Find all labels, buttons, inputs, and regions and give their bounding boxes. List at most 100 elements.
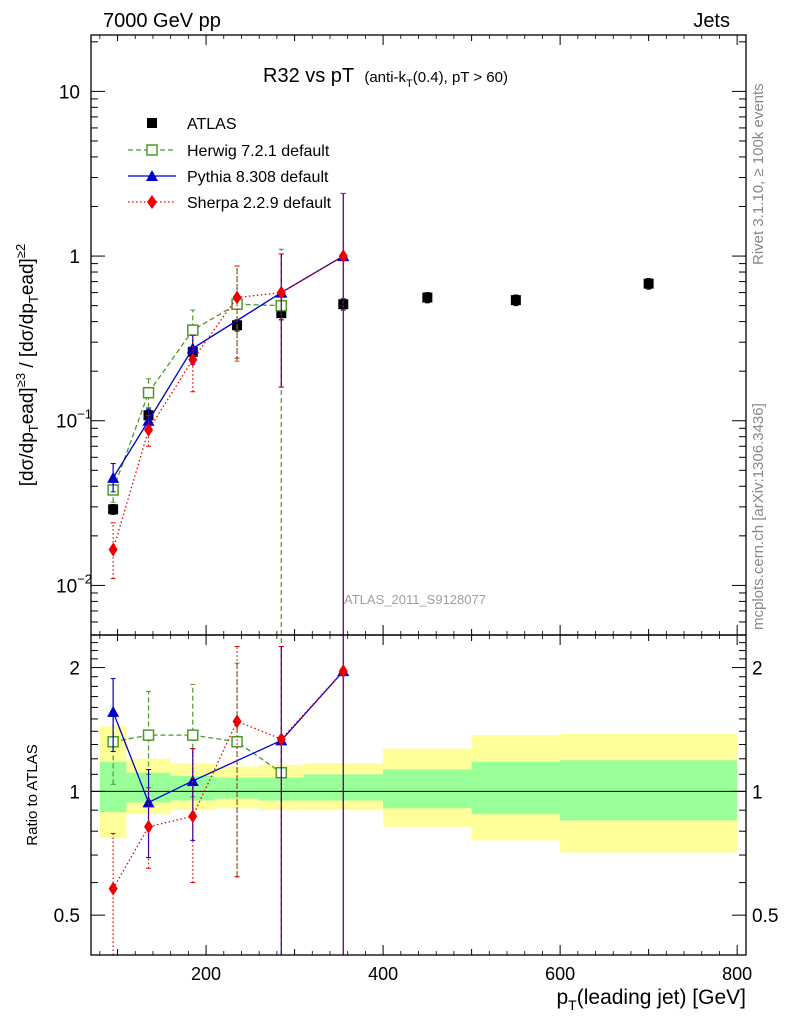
legend-entry-atlas: ATLAS bbox=[147, 116, 237, 133]
watermark: ATLAS_2011_S9128077 bbox=[344, 592, 486, 607]
legend-entry-pythia: Pythia 8.308 default bbox=[128, 169, 329, 186]
ratio-point-pythia-8-308-default-0 bbox=[107, 705, 120, 717]
data-point-pythia-8-308-default-0 bbox=[107, 471, 120, 483]
ratio-point-sherpa-2-2-9-default-4 bbox=[276, 732, 286, 747]
side-text-mcplots: mcplots.cern.ch [arXiv:1306.3436] bbox=[750, 403, 767, 630]
data-point-sherpa-2-2-9-default-2 bbox=[188, 352, 198, 367]
x-label-sub: T bbox=[568, 997, 577, 1013]
y-label-part-5: T bbox=[26, 295, 41, 303]
y-label-part-6: ead] bbox=[17, 258, 38, 295]
ratio-series-layer bbox=[107, 635, 350, 955]
legend-marker-atlas bbox=[147, 118, 157, 128]
ratio-bands bbox=[99, 726, 738, 853]
header-left: 7000 GeV pp bbox=[103, 10, 221, 32]
y-tick-label-exp-3: −2 bbox=[77, 571, 92, 586]
ratio-point-sherpa-2-2-9-default-3 bbox=[232, 714, 242, 729]
y-tick-label-exp-2: −1 bbox=[77, 407, 92, 422]
x-tick-label-200: 200 bbox=[191, 964, 221, 984]
y-label-part-1: T bbox=[26, 424, 41, 432]
x-axis-label: pT(leading jet) [GeV] bbox=[556, 986, 746, 1013]
chart-title-sub: T bbox=[406, 78, 413, 90]
x-tick-label-400: 400 bbox=[368, 964, 398, 984]
data-point-herwig-7-2-1-default-2 bbox=[187, 324, 199, 336]
series-line-sherpa-2-2-9-default bbox=[112, 255, 344, 550]
legend-marker-sherpa bbox=[147, 195, 157, 209]
header-right: Jets bbox=[693, 10, 730, 32]
y-tick-label-1: 1 bbox=[69, 247, 80, 268]
ratio-point-pythia-8-308-default-1 bbox=[142, 796, 155, 808]
plot-frames bbox=[90, 34, 747, 956]
data-point-sherpa-2-2-9-default-0 bbox=[108, 542, 118, 557]
ratio-point-herwig-7-2-1-default-3 bbox=[231, 736, 243, 748]
y-tick-label-base-2: 10 bbox=[56, 412, 77, 433]
data-point-atlas-0 bbox=[108, 504, 119, 515]
ratio-point-sherpa-2-2-9-default-2 bbox=[188, 809, 198, 824]
ratio-point-herwig-7-2-1-default-2 bbox=[187, 729, 199, 741]
ratio-series-sherpa-2-2-9-default bbox=[108, 635, 348, 955]
data-point-sherpa-2-2-9-default-3 bbox=[232, 290, 242, 305]
data-point-atlas-8 bbox=[643, 278, 654, 289]
series-pythia-8-308-default bbox=[107, 192, 350, 635]
data-point-sherpa-2-2-9-default-4 bbox=[276, 285, 286, 300]
data-point-atlas-7 bbox=[510, 295, 521, 306]
ratio-point-herwig-7-2-1-default-1 bbox=[142, 729, 155, 741]
chart-title-rest: (0.4), pT > 60) bbox=[413, 69, 508, 86]
ratio-frame bbox=[90, 634, 747, 956]
y-axis-label: [dσ/dpTead]≥3 / [dσ/dpTead]≥2 bbox=[13, 244, 41, 486]
y-tick-label-2: 10−1 bbox=[56, 407, 92, 433]
legend-entry-sherpa: Sherpa 2.2.9 default bbox=[128, 195, 332, 212]
ratio-band-green-7 bbox=[471, 761, 561, 815]
ratio-y-tick-label-left-0: 0.5 bbox=[54, 906, 80, 927]
data-point-atlas-6 bbox=[422, 292, 433, 303]
series-sherpa-2-2-9-default bbox=[108, 192, 348, 635]
y-label-part-7: ≥2 bbox=[13, 244, 28, 258]
ratio-band-green-8 bbox=[560, 760, 738, 821]
ratio-point-sherpa-2-2-9-default-5 bbox=[338, 664, 348, 679]
series-atlas bbox=[108, 278, 654, 515]
x-label-rest: (leading jet) [GeV] bbox=[577, 986, 746, 1009]
y-tick-label-base-3: 10 bbox=[56, 576, 77, 597]
y-label-part-0: [dσ/dp bbox=[17, 432, 38, 486]
ratio-y-tick-label-left-1: 1 bbox=[69, 782, 80, 803]
data-point-sherpa-2-2-9-default-1 bbox=[144, 422, 154, 437]
ratio-band-green-6 bbox=[383, 769, 472, 809]
y-tick-label-3: 10−2 bbox=[56, 571, 92, 597]
ratio-y-label: Ratio to ATLAS bbox=[24, 744, 41, 845]
x-label-main: p bbox=[556, 986, 568, 1009]
ratio-point-sherpa-2-2-9-default-0 bbox=[108, 881, 118, 896]
legend-label-atlas: ATLAS bbox=[187, 116, 237, 133]
y-label-part-4: / [dσ/dp bbox=[17, 303, 38, 373]
series-line-pythia-8-308-default bbox=[112, 255, 344, 479]
side-text-rivet: Rivet 3.1.10, ≥ 100k events bbox=[750, 83, 767, 265]
ratio-y-tick-label-left-2: 2 bbox=[69, 659, 80, 680]
y-label-part-2: ead] bbox=[17, 387, 38, 424]
data-point-pythia-8-308-default-2 bbox=[186, 342, 199, 354]
legend: ATLAS Herwig 7.2.1 default Pythia 8.308 … bbox=[128, 116, 332, 212]
ratio-point-sherpa-2-2-9-default-1 bbox=[144, 819, 154, 834]
ratio-y-tick-label-right-1: 1 bbox=[752, 782, 763, 803]
x-tick-label-600: 600 bbox=[545, 964, 575, 984]
ratio-line-sherpa-2-2-9-default bbox=[112, 670, 344, 889]
legend-entry-herwig: Herwig 7.2.1 default bbox=[128, 143, 330, 160]
legend-label-sherpa: Sherpa 2.2.9 default bbox=[187, 195, 332, 212]
chart-title-main: R32 vs pT bbox=[263, 65, 354, 87]
y-label-part-3: ≥3 bbox=[13, 373, 28, 387]
main-series-layer bbox=[107, 192, 654, 635]
chart-title-suffix: (anti-k bbox=[364, 69, 406, 86]
legend-marker-pythia bbox=[146, 170, 158, 181]
legend-marker-herwig bbox=[146, 144, 158, 156]
x-tick-label-800: 800 bbox=[722, 964, 752, 984]
legend-label-herwig: Herwig 7.2.1 default bbox=[187, 143, 330, 160]
chart-title: R32 vs pT (anti-kT(0.4), pT > 60) bbox=[263, 65, 508, 90]
ratio-y-tick-label-right-2: 2 bbox=[752, 659, 763, 680]
ratio-point-pythia-8-308-default-2 bbox=[186, 774, 199, 786]
data-point-sherpa-2-2-9-default-5 bbox=[338, 249, 348, 264]
ratio-y-tick-label-right-0: 0.5 bbox=[752, 906, 778, 927]
ratio-band-green-0 bbox=[99, 761, 127, 813]
data-point-pythia-8-308-default-1 bbox=[142, 414, 155, 426]
data-point-herwig-7-2-1-default-1 bbox=[142, 386, 155, 399]
legend-label-pythia: Pythia 8.308 default bbox=[187, 169, 329, 186]
y-tick-label-0: 10 bbox=[59, 82, 80, 103]
